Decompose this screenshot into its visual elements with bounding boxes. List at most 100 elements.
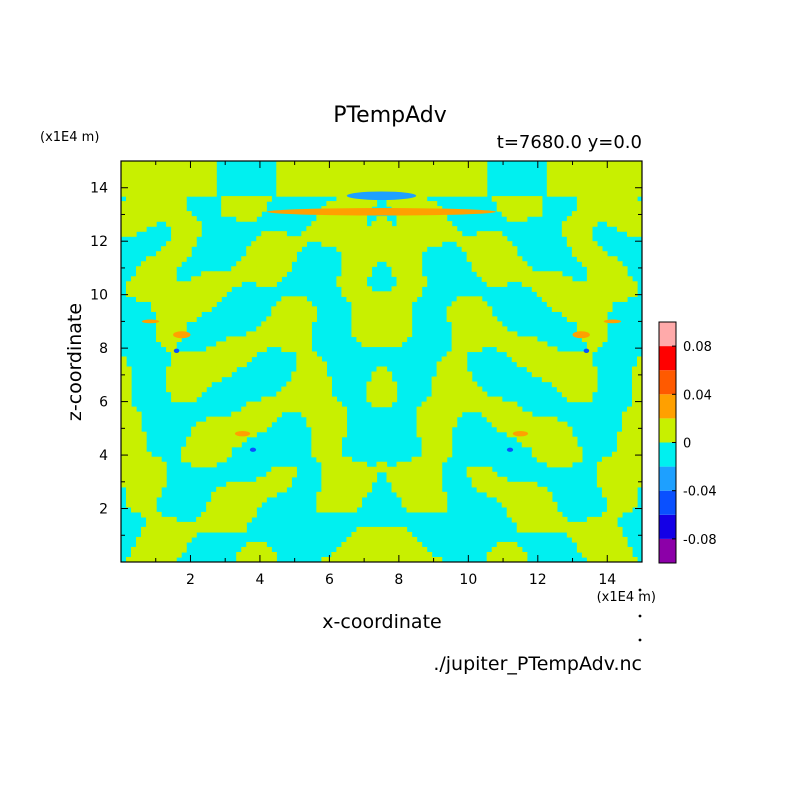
contour-cell [151, 481, 157, 488]
contour-cell [316, 401, 322, 408]
contour-cell [356, 166, 363, 172]
contour-cell [171, 336, 177, 343]
contour-cell [501, 476, 508, 483]
contour-cell [156, 466, 162, 473]
contour-cell [331, 421, 338, 428]
contour-cell [521, 506, 528, 513]
contour-cell [606, 526, 613, 533]
contour-cell [551, 431, 558, 438]
contour-cell [466, 376, 473, 383]
contour-cell [196, 166, 202, 172]
contour-cell [531, 276, 538, 282]
contour-cell [426, 456, 433, 463]
contour-cell [146, 181, 152, 187]
contour-cell [286, 311, 292, 317]
contour-cell [181, 376, 187, 383]
contour-cell [141, 186, 147, 192]
contour-cell [221, 501, 227, 508]
contour-cell [201, 461, 207, 468]
contour-cell [241, 551, 247, 558]
contour-cell [266, 411, 272, 418]
contour-cell [541, 486, 548, 493]
contour-cell [386, 226, 393, 232]
contour-cell [246, 506, 252, 513]
contour-cell [566, 301, 573, 307]
contour-cell [356, 556, 363, 562]
contour-cell [411, 541, 418, 548]
contour-cell [376, 461, 383, 468]
contour-cell [176, 391, 182, 398]
contour-cell [411, 221, 418, 227]
contour-cell [146, 451, 152, 458]
contour-cell [306, 341, 312, 348]
contour-cell [211, 276, 217, 282]
contour-cell [506, 266, 513, 272]
contour-cell [251, 511, 257, 518]
contour-cell [381, 246, 388, 252]
contour-cell [301, 166, 307, 172]
contour-cell [406, 491, 413, 498]
contour-cell [201, 436, 207, 443]
contour-cell [576, 161, 583, 167]
contour-cell [221, 341, 227, 348]
contour-cell [486, 271, 493, 277]
contour-cell [171, 321, 177, 328]
contour-cell [426, 486, 433, 493]
contour-cell [266, 281, 272, 287]
contour-cell [141, 171, 147, 177]
contour-cell [241, 356, 247, 363]
contour-cell [596, 311, 603, 317]
contour-cell [176, 521, 182, 528]
contour-cell [556, 301, 563, 307]
contour-cell [506, 271, 513, 277]
contour-cell [521, 516, 528, 523]
contour-cell [166, 206, 172, 212]
contour-cell [161, 166, 167, 172]
contour-cell [576, 546, 583, 553]
contour-cell [636, 221, 642, 227]
contour-cell [226, 416, 232, 423]
contour-cell [556, 356, 563, 363]
contour-cell [596, 526, 603, 533]
contour-cell [621, 496, 628, 503]
contour-cell [286, 386, 292, 393]
contour-cell [571, 301, 578, 307]
contour-cell [416, 241, 423, 247]
contour-cell [271, 256, 277, 262]
contour-cell [601, 201, 608, 207]
contour-cell [546, 276, 553, 282]
contour-cell [521, 416, 528, 423]
contour-cell [561, 166, 568, 172]
contour-cell [416, 246, 423, 252]
contour-cell [171, 226, 177, 232]
contour-cell [401, 486, 408, 493]
contour-cell [546, 191, 553, 197]
contour-cell [276, 256, 282, 262]
contour-cell [626, 451, 633, 458]
contour-cell [546, 186, 553, 192]
contour-cell [511, 491, 518, 498]
contour-cell [191, 161, 197, 167]
contour-cell [551, 346, 558, 353]
contour-cell [381, 466, 388, 473]
contour-cell [241, 516, 247, 523]
contour-cell [381, 316, 388, 322]
contour-cell [161, 286, 167, 292]
contour-cell [396, 341, 403, 348]
contour-cell [376, 236, 383, 242]
contour-cell [156, 531, 162, 538]
contour-cell [326, 236, 332, 242]
contour-cell [461, 401, 468, 408]
contour-cell [491, 236, 498, 242]
contour-cell [231, 486, 237, 493]
contour-cell [181, 311, 187, 317]
contour-cell [251, 426, 257, 433]
contour-cell [541, 371, 548, 378]
contour-cell [451, 306, 458, 312]
contour-cell [551, 381, 558, 388]
contour-cell [346, 486, 353, 493]
contour-cell [351, 246, 358, 252]
contour-cell [376, 186, 383, 192]
contour-cell [486, 276, 493, 282]
